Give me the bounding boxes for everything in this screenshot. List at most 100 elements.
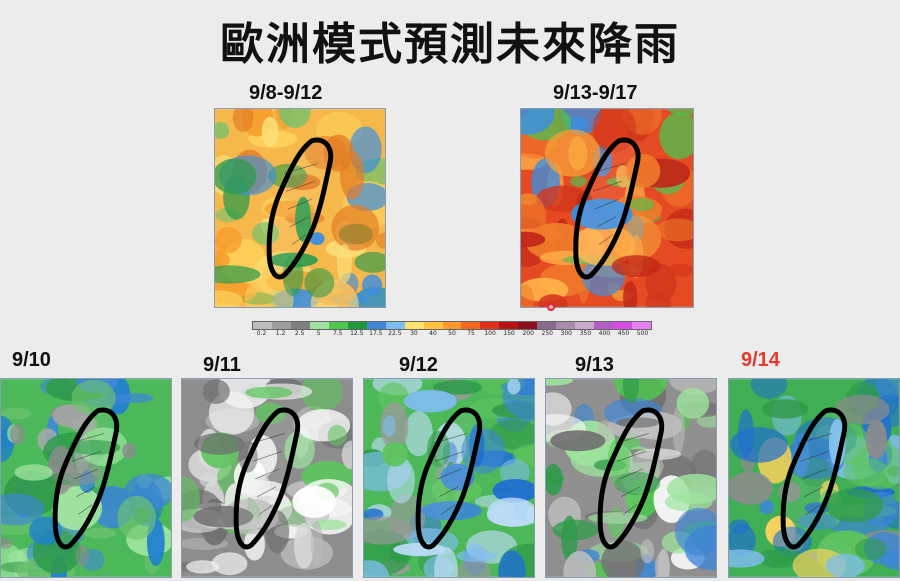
- colorbar-cell: [613, 322, 633, 329]
- colorbar-tick-label: 400: [598, 330, 611, 337]
- taiwan-outline: [415, 407, 483, 550]
- rainfall-cell: [339, 151, 365, 200]
- county-boundary: [79, 522, 90, 533]
- county-boundary: [592, 180, 623, 192]
- county-boundary: [286, 180, 315, 192]
- rainfall-cell: [278, 109, 311, 129]
- county-boundary: [590, 163, 626, 174]
- county-boundary: [620, 486, 641, 498]
- rainfall-cell: [122, 442, 136, 459]
- period-map-2: [520, 108, 694, 308]
- rainfall-cell: [499, 459, 530, 485]
- rainfall-cell: [215, 265, 261, 284]
- colorbar-cell: [518, 322, 538, 329]
- rainfall-cell: [304, 267, 335, 298]
- rainfall-cell: [327, 424, 347, 446]
- colorbar-tick-label: 5: [316, 330, 321, 337]
- rainfall-cell: [244, 276, 294, 307]
- taiwan-outline: [233, 407, 301, 550]
- rainfall-cell: [629, 198, 655, 212]
- rainfall-cell: [294, 522, 315, 569]
- rainfall-cell: [521, 109, 555, 135]
- daily-label-2: 9/11: [203, 354, 241, 376]
- rainfall-cell: [607, 437, 630, 486]
- rainfall-cell: [655, 551, 671, 577]
- daily-map-2: [181, 378, 353, 578]
- colorbar-tick-label: 30: [410, 330, 418, 337]
- taiwan-outline: [573, 137, 641, 280]
- rainfall-cell: [571, 198, 633, 230]
- rainfall-cell: [666, 473, 716, 504]
- county-boundary: [596, 216, 617, 228]
- county-boundary: [598, 234, 614, 245]
- rainfall-cell: [211, 552, 248, 576]
- rainfall-cell: [601, 540, 645, 577]
- county-boundary: [594, 198, 620, 210]
- rainfall-cell: [676, 388, 710, 419]
- county-boundary: [256, 486, 277, 498]
- colorbar-cell: [632, 322, 652, 329]
- colorbar-tick-label: 100: [484, 330, 496, 337]
- colorbar-cell: [347, 322, 367, 329]
- daily-label-5: 9/14: [741, 349, 780, 371]
- colorbar-tick-label: 350: [579, 330, 592, 337]
- county-boundary: [72, 450, 101, 462]
- rainfall-cell: [611, 255, 661, 278]
- colorbar-cell: [309, 322, 329, 329]
- county-boundary: [600, 252, 611, 263]
- rainfall-cell: [235, 480, 286, 497]
- rainfall-cell: [729, 549, 765, 568]
- county-boundary: [293, 252, 304, 263]
- rainfall-cell: [659, 112, 693, 160]
- rainfall-cell: [855, 538, 887, 561]
- rainfall-cell: [546, 379, 573, 386]
- rainfall-cell: [825, 553, 865, 577]
- county-boundary: [807, 522, 818, 533]
- rainfall-cell: [341, 440, 352, 470]
- rainfall-colorbar: 0.2 1.2 2.5 5 7.5 12.5 17.5 22.5 30 40 50 75 100 150 2…: [252, 321, 652, 341]
- page-title: 歐洲模式預測未來降雨: [220, 19, 680, 70]
- rainfall-cell: [865, 419, 887, 459]
- rainfall-cell: [255, 402, 286, 425]
- rainfall-cell: [825, 488, 883, 523]
- rainfall-cell: [354, 251, 385, 273]
- period-label-1: 9/8-9/12: [249, 82, 323, 104]
- colorbar-tick-label: 12.5: [350, 330, 364, 337]
- rainfall-cell: [881, 549, 899, 570]
- rainfall-cell: [193, 433, 245, 455]
- rainfall-cell: [756, 548, 803, 568]
- county-boundary: [436, 468, 462, 480]
- rainfall-map-9-10: [1, 379, 171, 577]
- county-boundary: [289, 216, 310, 228]
- county-boundary: [798, 433, 832, 444]
- colorbar-tick-label: 200: [522, 330, 534, 337]
- county-boundary: [70, 433, 104, 444]
- colorbar-tick-label: 1.2: [275, 330, 286, 337]
- rainfall-cell: [544, 129, 601, 177]
- county-boundary: [438, 486, 459, 498]
- rainfall-cell: [623, 281, 638, 307]
- colorbar-tick-label: 150: [503, 330, 515, 337]
- taiwan-outline: [597, 407, 665, 550]
- rainfall-cell: [843, 457, 889, 487]
- rainfall-cell: [666, 263, 693, 277]
- rainfall-cell: [364, 560, 390, 577]
- rainfall-cell: [68, 439, 121, 455]
- rainfall-map-9-14: [729, 379, 899, 577]
- rainfall-cell: [336, 243, 352, 284]
- county-boundary: [73, 468, 99, 480]
- county-boundary: [805, 504, 821, 515]
- rainfall-cell: [456, 556, 492, 577]
- colorbar-cell: [253, 322, 272, 329]
- county-boundary: [287, 198, 313, 210]
- rainfall-cell: [538, 294, 568, 307]
- daily-label-3: 9/12: [399, 354, 438, 376]
- daily-map-4: [545, 378, 717, 578]
- rainfall-cell: [199, 472, 218, 488]
- rainfall-cell: [331, 204, 380, 251]
- daily-map-3: [363, 378, 535, 578]
- colorbar-tick-label: 50: [448, 330, 456, 337]
- rainfall-cell: [563, 550, 597, 577]
- rainfall-cell: [696, 414, 716, 428]
- rainfall-cell: [420, 501, 482, 521]
